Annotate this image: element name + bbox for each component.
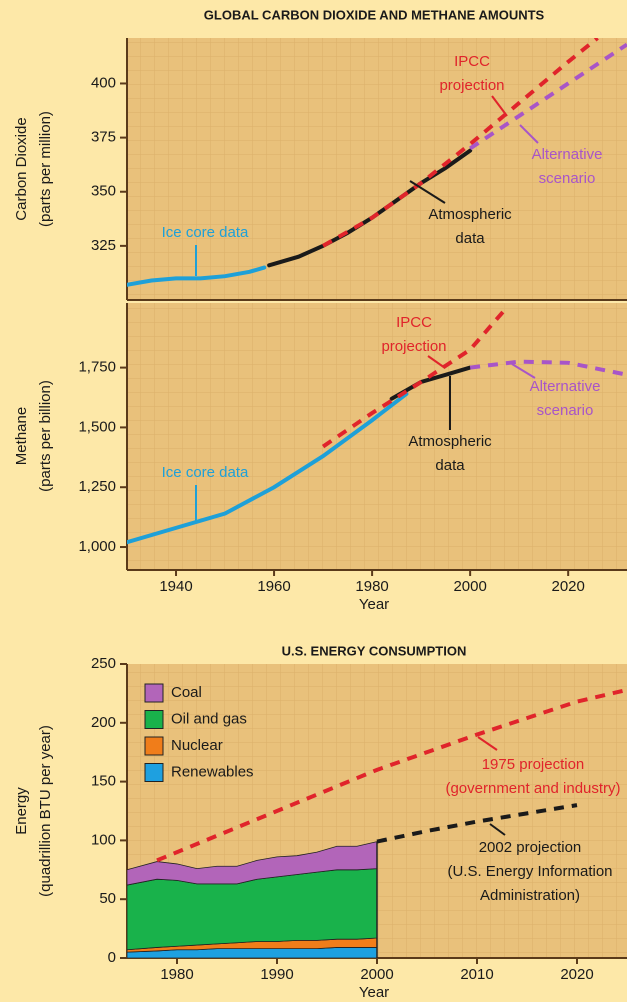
line bbox=[376, 803, 578, 844]
y-axis-label: Carbon Dioxide bbox=[13, 117, 30, 220]
annotation: IPCC bbox=[454, 53, 490, 70]
leader-line bbox=[477, 736, 498, 751]
annotation: scenario bbox=[539, 170, 596, 187]
annotation: 1975 projection bbox=[482, 756, 585, 773]
line bbox=[321, 308, 506, 449]
line bbox=[469, 42, 627, 151]
annotation: Administration) bbox=[480, 887, 580, 904]
x-tick-label: 2020 bbox=[560, 966, 593, 983]
y-tick-label: 100 bbox=[91, 831, 116, 848]
leader-line bbox=[409, 180, 446, 204]
annotation: Atmospheric bbox=[428, 206, 512, 223]
y-tick-label: 350 bbox=[91, 183, 116, 200]
line bbox=[389, 365, 473, 401]
x-axis-label: Year bbox=[359, 984, 389, 1001]
annotation: projection bbox=[381, 338, 446, 355]
y-axis-label: (quadrillion BTU per year) bbox=[37, 725, 54, 897]
y-tick-label: 0 bbox=[108, 949, 116, 966]
line bbox=[469, 359, 627, 377]
chart-title: GLOBAL CARBON DIOXIDE AND METHANE AMOUNT… bbox=[204, 7, 545, 22]
plot-layer bbox=[127, 308, 627, 545]
annotation: Alternative bbox=[532, 146, 603, 163]
annotation: projection bbox=[439, 77, 504, 94]
chart-title: U.S. ENERGY CONSUMPTION bbox=[282, 643, 467, 658]
area bbox=[127, 868, 378, 951]
y-axis-label: Methane bbox=[13, 407, 30, 465]
y-axis-label: Energy bbox=[13, 787, 30, 835]
annotation: data bbox=[435, 457, 465, 474]
leader-line bbox=[511, 363, 536, 379]
legend-label: Coal bbox=[171, 684, 202, 701]
annotation: 2002 projection bbox=[479, 839, 582, 856]
leader-line bbox=[427, 355, 446, 369]
x-tick-label: 1980 bbox=[160, 966, 193, 983]
legend-label: Oil and gas bbox=[171, 710, 247, 727]
y-tick-label: 1,500 bbox=[78, 418, 116, 435]
legend-swatch bbox=[144, 763, 164, 782]
y-tick-label: 375 bbox=[91, 129, 116, 146]
y-tick-label: 250 bbox=[91, 655, 116, 672]
legend-swatch bbox=[144, 683, 164, 703]
x-tick-label: 1940 bbox=[159, 578, 192, 595]
line bbox=[322, 38, 599, 248]
legend-label: Renewables bbox=[171, 763, 254, 780]
plot-area bbox=[127, 303, 627, 570]
y-tick-label: 150 bbox=[91, 773, 116, 790]
line bbox=[127, 391, 409, 545]
x-tick-label: 2010 bbox=[460, 966, 493, 983]
annotation: Ice core data bbox=[162, 464, 249, 481]
y-tick-label: 1,250 bbox=[78, 478, 116, 495]
leader-line bbox=[491, 95, 508, 117]
leader-line bbox=[519, 124, 539, 144]
x-tick-label: 1990 bbox=[260, 966, 293, 983]
x-tick-label: 1980 bbox=[355, 578, 388, 595]
line bbox=[127, 265, 267, 287]
annotation: data bbox=[455, 230, 485, 247]
legend-swatch bbox=[144, 710, 164, 729]
annotation: (U.S. Energy Information bbox=[447, 863, 612, 880]
leader-line bbox=[489, 823, 506, 836]
x-tick-label: 1960 bbox=[257, 578, 290, 595]
annotation: (government and industry) bbox=[445, 780, 620, 797]
annotation: IPCC bbox=[396, 314, 432, 331]
y-axis-label: (parts per billion) bbox=[37, 380, 54, 492]
plot-layer bbox=[127, 687, 627, 958]
annotation: Alternative bbox=[530, 378, 601, 395]
annotation: scenario bbox=[537, 402, 594, 419]
y-tick-label: 325 bbox=[91, 237, 116, 254]
plot-layer bbox=[127, 38, 627, 287]
y-tick-label: 1,750 bbox=[78, 359, 116, 376]
y-axis-label: (parts per million) bbox=[37, 111, 54, 227]
x-tick-label: 2000 bbox=[453, 578, 486, 595]
x-axis-label: Year bbox=[359, 596, 389, 613]
x-tick-label: 2020 bbox=[551, 578, 584, 595]
y-tick-label: 200 bbox=[91, 714, 116, 731]
annotation: Atmospheric bbox=[408, 433, 492, 450]
y-tick-label: 1,000 bbox=[78, 538, 116, 555]
x-tick-label: 2000 bbox=[360, 966, 393, 983]
legend-label: Nuclear bbox=[171, 737, 223, 754]
line bbox=[156, 687, 627, 863]
legend-swatch bbox=[144, 736, 164, 756]
y-tick-label: 400 bbox=[91, 74, 116, 91]
annotation: Ice core data bbox=[162, 224, 249, 241]
y-tick-label: 50 bbox=[99, 890, 116, 907]
